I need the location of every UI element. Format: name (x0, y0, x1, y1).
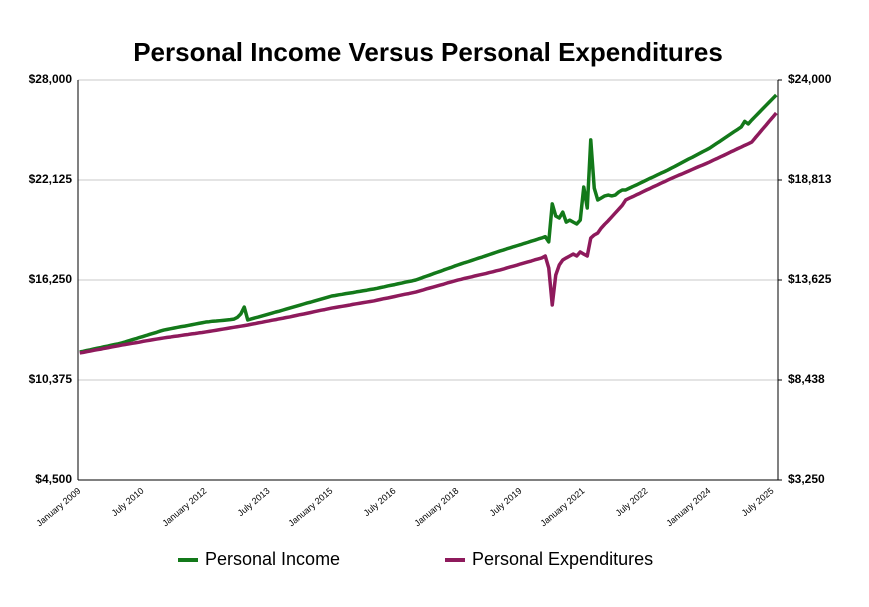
x-tick-label: July 2019 (488, 486, 524, 518)
x-tick-label: July 2016 (362, 486, 398, 518)
y2-tick-label: $18,813 (788, 172, 832, 186)
y2-tick-label: $13,625 (788, 272, 832, 286)
y-tick-label: $22,125 (29, 172, 73, 186)
y-tick-label: $4,500 (35, 472, 72, 486)
x-tick-label: July 2013 (236, 486, 272, 518)
line (79, 93, 778, 354)
chart-title: Personal Income Versus Personal Expendit… (133, 37, 723, 67)
legend-label: Personal Income (205, 549, 340, 569)
legend-label: Personal Expenditures (472, 549, 653, 569)
line (79, 111, 778, 355)
x-tick-label: January 2021 (538, 486, 586, 529)
x-tick-label: January 2018 (412, 486, 460, 529)
x-tick-label: January 2015 (286, 486, 334, 529)
x-tick-label: July 2025 (740, 486, 776, 518)
x-tick-label: July 2022 (614, 486, 650, 518)
y-tick-label: $16,250 (29, 272, 73, 286)
y2-tick-label: $3,250 (788, 472, 825, 486)
y2-tick-label: $8,438 (788, 372, 825, 386)
y2-tick-label: $24,000 (788, 72, 832, 86)
x-tick-label: January 2012 (160, 486, 208, 529)
x-tick-label: January 2024 (664, 486, 712, 529)
x-tick-label: January 2009 (34, 486, 82, 529)
y-tick-label: $28,000 (29, 72, 73, 86)
x-tick-label: July 2010 (110, 486, 146, 518)
y-tick-label: $10,375 (29, 372, 73, 386)
